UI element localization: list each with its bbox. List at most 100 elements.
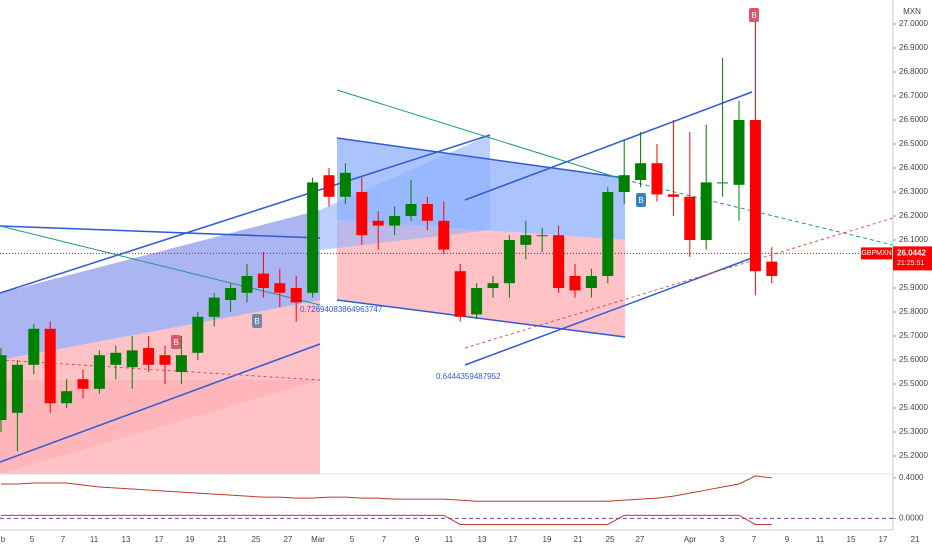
candle-body [438, 220, 450, 250]
candle-body [569, 276, 581, 291]
candle-body [241, 276, 253, 293]
candle-body [717, 182, 729, 184]
y-tick-label: 25.3000 [899, 427, 928, 436]
x-tick-label: 5 [350, 535, 355, 544]
y2-tick-label: 0.0000 [899, 513, 924, 522]
channel-line [464, 257, 753, 366]
y-tick-label: 26.3000 [899, 187, 928, 196]
y-tick-label: 26.2000 [899, 211, 928, 220]
y-tick-label: 25.5000 [899, 379, 928, 388]
candle-body [208, 297, 220, 317]
box-line [336, 299, 626, 338]
y-tick-label: 25.2000 [899, 451, 928, 460]
y-tick-label: 27.0000 [899, 19, 928, 28]
trend-line [624, 179, 894, 246]
candle-body [192, 316, 204, 353]
candle-body [454, 271, 466, 317]
candle-body [421, 204, 433, 221]
channel-line [464, 91, 753, 201]
x-tick-label: 25 [252, 535, 261, 544]
marker-label: B [254, 317, 259, 326]
candle-body [684, 196, 696, 240]
candle-body [159, 355, 171, 365]
candle-body [323, 175, 335, 197]
x-tick-label: 27 [636, 535, 645, 544]
channel-line [0, 343, 321, 463]
candle-body [487, 283, 499, 288]
candle-body [307, 182, 319, 293]
x-tick-label: 21 [218, 535, 227, 544]
x-tick-label: 17 [879, 535, 888, 544]
x-tick-label: 13 [478, 535, 487, 544]
marker-label: B [751, 11, 756, 20]
box-line [0, 225, 321, 239]
annotation: 0.6444359487952 [436, 372, 501, 381]
candle-body [274, 283, 286, 293]
candle-body [339, 172, 351, 197]
x-tick-label: 19 [186, 535, 195, 544]
x-tick-label: 15 [847, 535, 856, 544]
candle-body [0, 355, 7, 420]
x-tick-label: 7 [382, 535, 387, 544]
candle-body [44, 328, 56, 404]
candle-body [667, 194, 679, 197]
x-tick-label: 11 [816, 535, 825, 544]
pink-zone [337, 220, 625, 337]
candle-body [503, 240, 515, 284]
candle-body [356, 192, 368, 236]
candle-body [77, 379, 89, 389]
candle-body [635, 163, 647, 180]
marker-label: B [638, 196, 643, 205]
y-tick-label: 26.8000 [899, 67, 928, 76]
x-tick-label: 13 [122, 535, 131, 544]
x-tick-label: 17 [509, 535, 518, 544]
y-tick-label: 25.8000 [899, 307, 928, 316]
candle-body [749, 120, 761, 272]
marker-badge [252, 314, 262, 328]
box-line [336, 137, 626, 179]
candle-body [126, 350, 138, 368]
candle-body [93, 355, 105, 389]
x-tick-label: 11 [90, 535, 99, 544]
candle-body [175, 355, 187, 372]
x-tick-label: 21 [911, 535, 920, 544]
candle-body [405, 204, 417, 216]
symbol-badge [861, 247, 892, 260]
trend-line [464, 217, 894, 349]
annotation: 0.72694083864963747 [300, 305, 383, 314]
indicator-line [1, 475, 772, 502]
x-tick-label: 9 [415, 535, 420, 544]
blue-zone [0, 210, 320, 360]
candle-body [11, 364, 23, 413]
candle-body [651, 163, 663, 195]
indicator-line [1, 514, 772, 525]
x-tick-label: 27 [284, 535, 293, 544]
channel-line [0, 134, 491, 294]
x-tick-label: 7 [752, 535, 757, 544]
x-tick-label: 17 [155, 535, 164, 544]
candle-body [733, 120, 745, 185]
x-tick-label: 25 [606, 535, 615, 544]
x-tick-label: 3 [720, 535, 725, 544]
x-tick-label: 7 [61, 535, 66, 544]
x-tick-label: Mar [311, 535, 325, 544]
candle-body [553, 235, 565, 288]
y-tick-label: 26.5000 [899, 139, 928, 148]
candle-body [536, 235, 548, 237]
candle-body [585, 276, 597, 288]
candle-body [766, 261, 778, 276]
price-label: 26.0442 [897, 249, 926, 258]
y2-tick-label: 0.4000 [899, 473, 924, 482]
candle-body [290, 288, 302, 303]
trend-line [336, 89, 626, 181]
x-tick-label: Apr [684, 535, 697, 544]
currency-label: MXN [903, 7, 921, 16]
y-tick-label: 26.1000 [899, 235, 928, 244]
candle-body [520, 235, 532, 245]
x-tick-label: 19 [543, 535, 552, 544]
y-tick-label: 25.7000 [899, 331, 928, 340]
candle-body [389, 216, 401, 226]
marker-badge [171, 335, 181, 349]
